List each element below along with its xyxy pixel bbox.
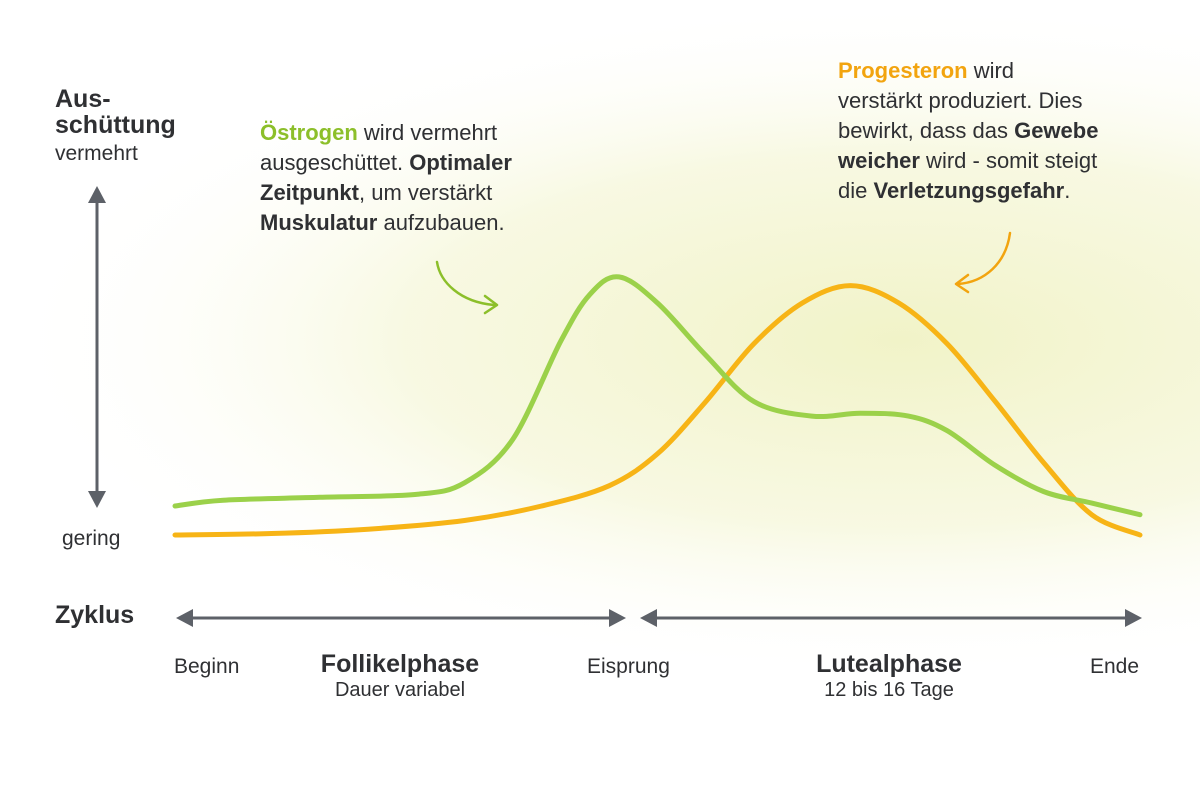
estrogen-note-line3: Zeitpunkt, um verstärkt — [260, 178, 512, 208]
progesterone-note-bold5: Verletzungsgefahr — [873, 178, 1065, 203]
follicular-phase-duration: Dauer variabel — [334, 679, 466, 701]
progesterone-pointer-arrow — [954, 231, 1012, 294]
estrogen-annotation: Östrogen wird vermehrt ausgeschüttet. Op… — [260, 118, 512, 238]
progesterone-note-line5: die Verletzungsgefahr. — [838, 176, 1098, 206]
progesterone-note-bold4: weicher — [838, 148, 920, 173]
background-glow — [0, 0, 1200, 680]
progesterone-note-bold3: Gewebe — [1014, 118, 1099, 143]
y-axis-high-label: vermehrt — [55, 142, 138, 165]
progesterone-curve — [172, 283, 1143, 538]
estrogen-curve — [172, 274, 1143, 518]
progesterone-note-text5b: . — [1064, 178, 1071, 203]
estrogen-note-bold4: Muskulatur — [260, 210, 378, 235]
estrogen-note-line4: Muskulatur aufzubauen. — [260, 208, 512, 238]
progesterone-note-line4: weicher wird - somit steigt — [838, 146, 1098, 176]
y-axis-arrow — [88, 186, 106, 508]
luteal-phase-duration: 12 bis 16 Tage — [824, 679, 954, 701]
estrogen-name: Östrogen — [260, 120, 358, 145]
x-axis-ovulation-label: Eisprung — [587, 655, 670, 678]
progesterone-note-text1: wird — [967, 58, 1015, 83]
x-axis-end-label: Ende — [1090, 655, 1140, 678]
progesterone-note-line2: verstärkt produziert. Dies — [838, 88, 1083, 113]
y-axis-title-line2: schüttung — [55, 111, 176, 139]
progesterone-note-line1: Progesteron wird — [838, 56, 1098, 86]
estrogen-note-text3: , um verstärkt — [359, 180, 493, 205]
estrogen-note-bold3: Zeitpunkt — [260, 180, 359, 205]
follicular-phase-label: Follikelphase Dauer variabel — [300, 650, 500, 702]
progesterone-note-text4: wird - somit steigt — [919, 148, 1098, 173]
estrogen-pointer-arrow — [435, 260, 499, 315]
progesterone-name: Progesteron — [838, 58, 968, 83]
follicular-phase-name: Follikelphase — [320, 650, 480, 678]
luteal-phase-label: Lutealphase 12 bis 16 Tage — [789, 650, 989, 702]
x-axis-title: Zyklus — [55, 601, 135, 629]
progesterone-note-line3: bewirkt, dass das Gewebe — [838, 116, 1098, 146]
estrogen-note-text4: aufzubauen. — [377, 210, 505, 235]
estrogen-note-line1: Östrogen wird vermehrt — [260, 118, 512, 148]
progesterone-annotation: Progesteron wird verstärkt produziert. D… — [838, 56, 1098, 206]
estrogen-note-bold2: Optimaler — [409, 150, 512, 175]
estrogen-note-text1: wird vermehrt — [357, 120, 498, 145]
progesterone-note-text5: die — [838, 178, 874, 203]
progesterone-note-text3: bewirkt, dass das — [838, 118, 1015, 143]
y-axis-title-line1: Aus- — [55, 85, 111, 113]
luteal-phase-arrow — [640, 609, 1142, 627]
follicular-phase-arrow — [176, 609, 626, 627]
luteal-phase-name: Lutealphase — [816, 650, 962, 678]
x-axis-start-label: Beginn — [174, 655, 240, 678]
estrogen-note-line2: ausgeschüttet. Optimaler — [260, 148, 512, 178]
series-layer — [172, 274, 1143, 538]
y-axis-low-label: gering — [62, 527, 121, 550]
estrogen-note-text2: ausgeschüttet. — [260, 150, 410, 175]
